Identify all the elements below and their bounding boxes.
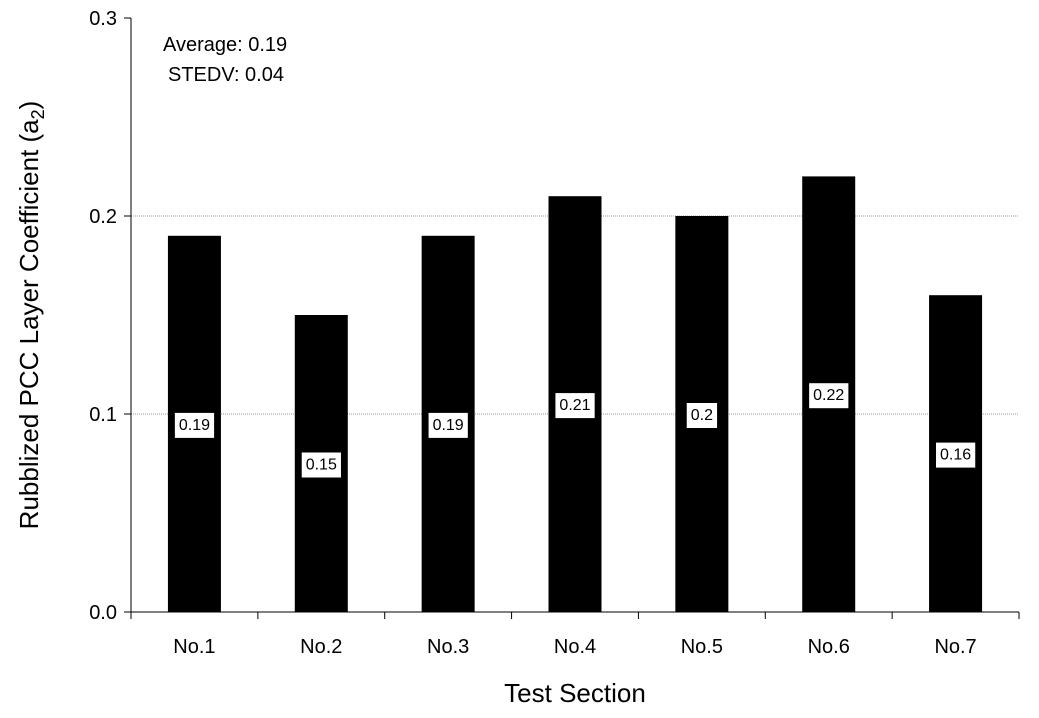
data-label: 0.2 [686,403,718,428]
data-label: 0.21 [555,393,595,419]
data-label-box [174,412,215,438]
x-tick-label: No.2 [300,636,342,658]
x-tick-label: No.1 [173,636,215,658]
data-label-box [555,393,595,419]
y-axis-title-suffix: ) [14,101,44,110]
data-label: 0.19 [174,412,215,438]
data-label: 0.15 [301,452,341,478]
x-tick-label: No.4 [554,636,596,658]
x-tick-label: No.3 [427,636,469,658]
x-tick-label: No.5 [681,636,723,658]
data-label-text: 0.2 [691,407,713,424]
y-tick-label: 0.3 [89,8,117,30]
data-label-text: 0.15 [306,457,337,474]
x-tick-label: No.6 [808,636,850,658]
stats-annotation: Average: 0.19 STEDV: 0.04 [163,34,287,86]
stdev-annotation: STEDV: 0.04 [168,64,284,86]
x-tick-label: No.7 [934,636,976,658]
data-label-text: 0.16 [940,447,971,464]
average-annotation: Average: 0.19 [163,34,287,56]
y-tick-label: 0.1 [89,404,117,426]
y-axis-title: Rubblized PCC Layer Coefficient (a2) [14,101,48,530]
data-label-text: 0.19 [179,417,210,434]
data-label: 0.16 [936,442,976,468]
data-label-box [428,412,468,438]
data-label-box [686,403,718,428]
data-labels: 0.19 0.15 0.19 0.21 0.2 0.22 0.16 [174,383,976,478]
data-label: 0.22 [809,383,849,409]
data-label-text: 0.22 [813,387,844,404]
data-label-text: 0.19 [433,417,464,434]
data-label-box [809,383,849,409]
data-label: 0.19 [428,412,468,438]
y-tick-label: 0.0 [89,602,117,624]
data-label-box [936,442,976,468]
axes [130,18,1019,613]
y-tick-label: 0.2 [89,206,117,228]
data-label-text: 0.21 [559,397,590,414]
y-axis-title-main: Rubblized PCC Layer Coefficient (a [14,119,44,529]
y-axis-title-subscript: 2 [28,109,48,119]
ticks: 0.0 0.1 0.2 0.3 No.1 No.2 No.3 No.4 No.5 No.6 No.7 [89,8,1020,658]
data-label-box [301,452,341,478]
x-axis-title: Test Section [504,678,646,708]
